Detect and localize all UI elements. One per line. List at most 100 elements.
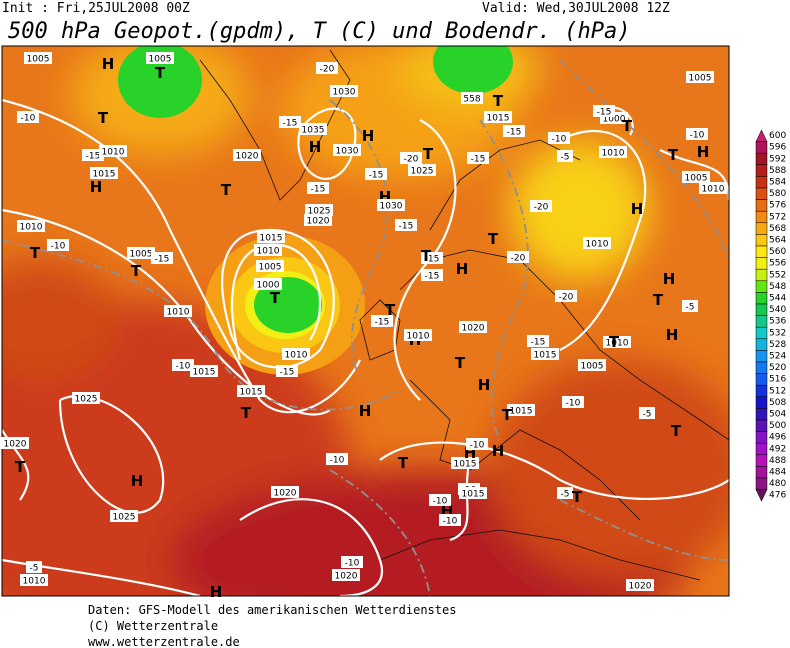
label-box (599, 146, 627, 158)
label-box (527, 335, 549, 347)
colorbar-swatch (755, 280, 768, 293)
contour-label: 1005 (27, 55, 50, 65)
contour-label: -10 (443, 517, 458, 527)
pressure-center: H (359, 402, 372, 420)
contour-label: 1015 (462, 490, 485, 500)
label-box (1, 437, 29, 449)
contour-label: -5 (30, 564, 39, 574)
label-box (583, 237, 611, 249)
colorbar-swatch (755, 292, 768, 305)
label-box (254, 244, 282, 256)
colorbar-swatch (755, 176, 768, 189)
label-box (408, 164, 436, 176)
pressure-center: T (609, 333, 620, 351)
contour-label: -20 (534, 203, 549, 213)
label-box (17, 220, 45, 232)
label-box (257, 231, 285, 243)
colorbar-swatch (755, 431, 768, 444)
label-box (699, 182, 727, 194)
pressure-center: T (622, 117, 633, 135)
pressure-center: T (385, 301, 396, 319)
colorbar-label: 488 (769, 456, 786, 466)
pressure-center: H (456, 260, 469, 278)
pressure-center: T (270, 289, 281, 307)
contour-label: 1015 (534, 351, 557, 361)
label-box (305, 204, 333, 216)
label-box (17, 111, 39, 123)
colorbar-swatch (755, 454, 768, 467)
label-box (557, 487, 573, 499)
pressure-center: H (666, 326, 679, 344)
label-box (146, 52, 174, 64)
pressure-center: H (90, 178, 103, 196)
label-box (548, 132, 570, 144)
label-box (20, 574, 48, 586)
contour-label: 1010 (20, 223, 43, 233)
contour-label: 1015 (240, 388, 263, 398)
label-box (72, 392, 100, 404)
pressure-center: H (309, 138, 322, 156)
label-box (530, 200, 552, 212)
colorbar-swatch (755, 129, 768, 142)
contour-label: -15 (283, 119, 298, 129)
colorbar-swatch (755, 152, 768, 166)
contour-label: 1005 (689, 74, 712, 84)
colorbar-swatch (755, 268, 768, 282)
colorbar-swatch (755, 489, 768, 502)
label-box (459, 487, 487, 499)
label-box (503, 125, 525, 137)
contour-label: 1010 (23, 577, 46, 587)
contour-label: -20 (559, 293, 574, 303)
label-box (237, 385, 265, 397)
contour-label: -10 (21, 114, 36, 124)
label-box (279, 116, 301, 128)
colorbar-label: 500 (769, 421, 786, 431)
label-box (603, 336, 631, 348)
colorbar-label: 524 (769, 352, 786, 362)
contour-label: 1005 (149, 55, 172, 65)
label-box (151, 252, 173, 264)
contour-label: -20 (320, 65, 335, 75)
label-box (365, 168, 387, 180)
contour-label: 1010 (285, 351, 308, 361)
contour-label: 1010 (257, 247, 280, 257)
label-box (24, 52, 52, 64)
colorbar-label: 588 (769, 166, 786, 176)
contour-label: 1015 (193, 368, 216, 378)
contour-label: 1020 (4, 440, 27, 450)
pressure-center: T (572, 488, 583, 506)
contour-label: -15 (369, 171, 384, 181)
pressure-center: H (492, 442, 505, 460)
valid-time: Valid: Wed,30JUL2008 12Z (482, 1, 670, 16)
pressure-center: T (241, 404, 252, 422)
label-box (233, 149, 261, 161)
map-title: 500 hPa Geopot.(gpdm), T (C) und Bodendr… (8, 19, 631, 44)
colorbar-swatch (755, 442, 768, 456)
pressure-center: H (478, 376, 491, 394)
contour-label: 1010 (102, 148, 125, 158)
colorbar-swatch (755, 350, 768, 363)
contour-label: -10 (433, 497, 448, 507)
footer-source: Daten: GFS-Modell des amerikanischen Wet… (88, 603, 456, 617)
label-box (26, 561, 42, 573)
colorbar-label: 572 (769, 212, 786, 222)
pressure-center: H (210, 583, 223, 601)
colorbar-swatch (755, 234, 768, 247)
contour-label: -10 (470, 441, 485, 451)
label-box (555, 290, 577, 302)
contour-label: 1030 (333, 88, 356, 98)
colorbar-label: 516 (769, 375, 786, 385)
contour-label: 1005 (685, 174, 708, 184)
colorbar-label: 544 (769, 294, 786, 304)
label-box (682, 171, 710, 183)
contour-label: 1025 (113, 513, 136, 523)
label-box (421, 269, 443, 281)
label-box (333, 144, 361, 156)
label-box (626, 579, 654, 591)
pressure-center: T (15, 458, 26, 476)
label-box (682, 300, 698, 312)
colorbar-label: 600 (769, 131, 786, 141)
colorbar-swatch (755, 222, 768, 235)
